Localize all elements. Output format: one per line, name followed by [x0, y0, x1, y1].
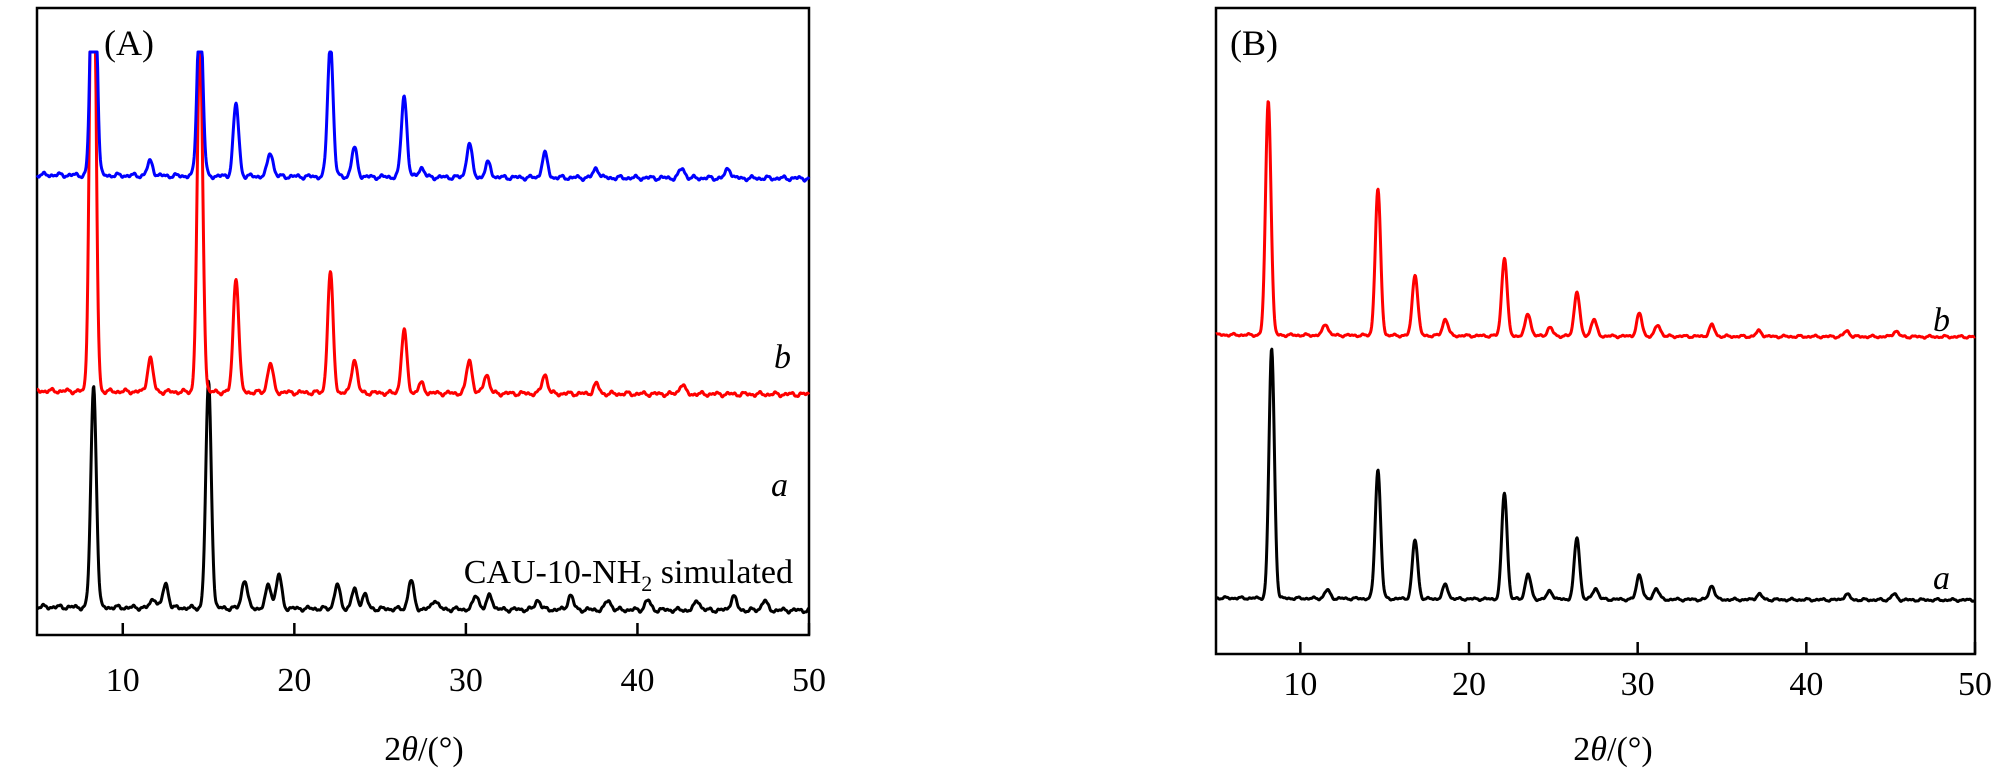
panel-b-series-a-label: a: [1933, 560, 1950, 597]
panel-b-plot-frame: [1214, 6, 1977, 656]
panel-a-x-axis-title: 2θ/(°): [384, 731, 463, 768]
panel-a-simulated-annotation: CAU-10-NH2 simulated: [464, 554, 793, 596]
panel-a-series-b-label: b: [774, 339, 791, 376]
panel-a-series-line-simulated: [36, 379, 810, 615]
panel-b-x-axis: 10 20 30 40 50: [1283, 642, 1992, 703]
panel-a-series-line-a: [36, 50, 811, 399]
panel-a-series-a-label: a: [771, 467, 788, 504]
panel-b-series-line-a: [1215, 347, 1976, 604]
panel-b-x-axis-title: 2θ/(°): [1573, 731, 1652, 768]
x-tick-label: 10: [1283, 666, 1317, 703]
panel-a-chart: (A) 10 20 30 40 50 b a CAU-10-NH2 simulated …: [35, 6, 826, 768]
panel-a-label: (A): [104, 23, 154, 63]
x-tick-label: 30: [449, 662, 483, 699]
x-tick-label: 40: [620, 662, 654, 699]
panel-b-series: [1215, 100, 1976, 604]
panel-b-series-line-b: [1215, 100, 1976, 340]
panel-a-series: [35, 50, 811, 615]
panel-b-label: (B): [1230, 23, 1278, 63]
panel-a-plot-frame: [35, 6, 811, 637]
panel-a-x-axis: 10 20 30 40 50: [106, 623, 826, 699]
x-tick-label: 50: [792, 662, 826, 699]
x-tick-label: 10: [106, 662, 140, 699]
x-tick-label: 50: [1958, 666, 1992, 703]
x-tick-label: 20: [1452, 666, 1486, 703]
panel-b-series-b-label: b: [1933, 302, 1950, 339]
x-tick-label: 30: [1621, 666, 1655, 703]
panel-a-series-line-b: [35, 50, 811, 183]
x-tick-label: 40: [1789, 666, 1823, 703]
x-tick-label: 20: [277, 662, 311, 699]
panel-b-chart: (B) 10 20 30 40 50 b a 2θ/(°): [1214, 6, 1992, 768]
